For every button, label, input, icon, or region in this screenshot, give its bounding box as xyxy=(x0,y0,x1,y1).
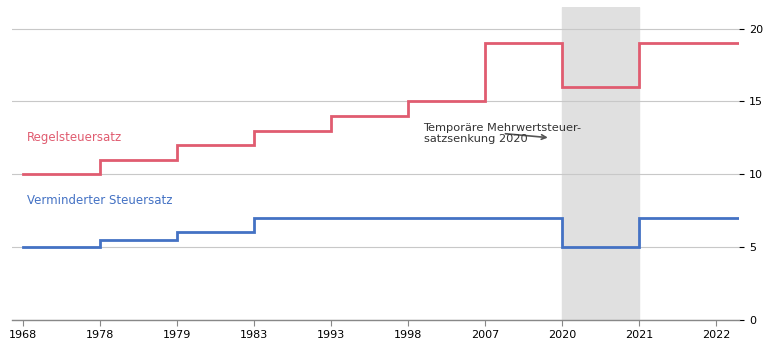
Text: Verminderter Steuersatz: Verminderter Steuersatz xyxy=(27,194,172,207)
Bar xyxy=(562,7,639,320)
Text: Temporäre Mehrwertsteuer-
satzsenkung 2020: Temporäre Mehrwertsteuer- satzsenkung 20… xyxy=(424,123,581,144)
Text: Regelsteuersatz: Regelsteuersatz xyxy=(27,132,122,144)
